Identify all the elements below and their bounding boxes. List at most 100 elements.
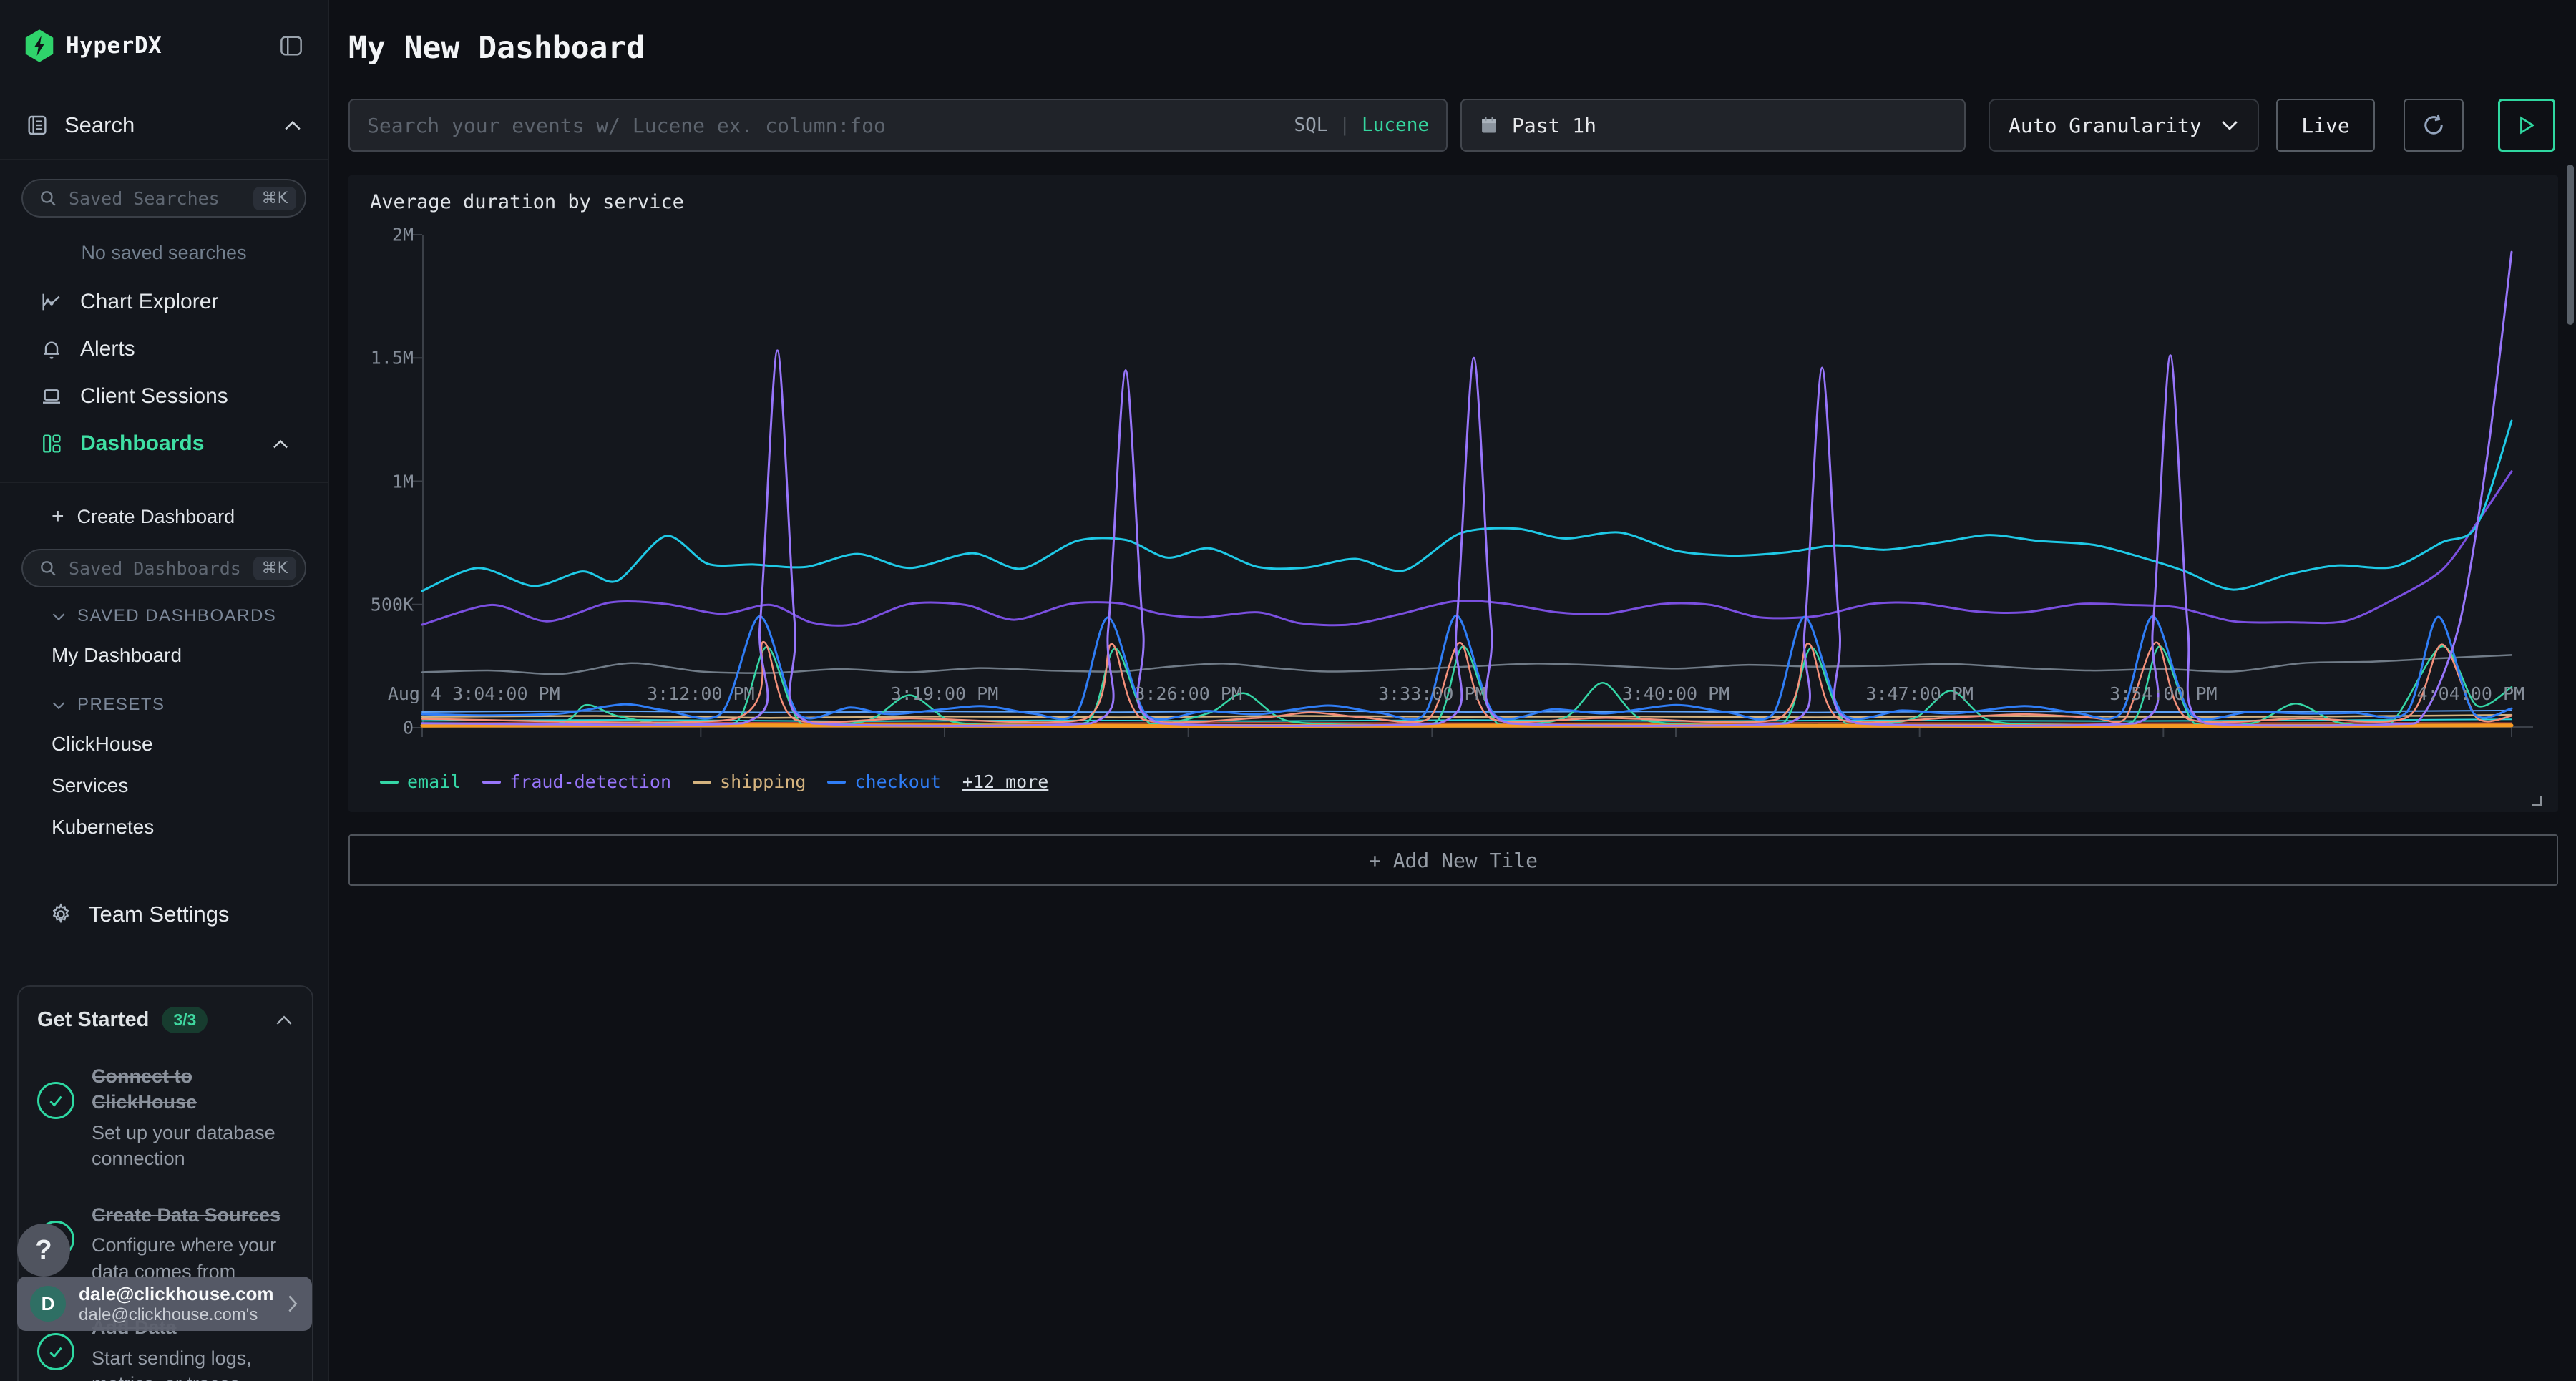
- chart-explorer-icon: [42, 293, 60, 311]
- team-settings-label: Team Settings: [89, 902, 230, 927]
- get-started-progress-badge: 3/3: [162, 1007, 208, 1033]
- no-saved-searches-text: No saved searches: [81, 242, 247, 263]
- series-email: [421, 645, 2513, 727]
- saved-dashboards-input[interactable]: [69, 557, 242, 579]
- sidebar-item-label: Alerts: [80, 337, 135, 361]
- gear-icon: [52, 903, 69, 924]
- chevron-down-icon: [52, 701, 65, 709]
- user-email: dale@clickhouse.com: [79, 1282, 274, 1304]
- sidebar-item-clickhouse[interactable]: ClickHouse: [52, 733, 153, 755]
- dashboards-icon: [43, 434, 61, 453]
- event-search-box[interactable]: SQL | Lucene: [348, 99, 1448, 152]
- granularity-select[interactable]: Auto Granularity: [1989, 99, 2259, 152]
- y-tick-label: 500K: [370, 594, 414, 615]
- chevron-up-icon: [273, 439, 288, 448]
- search-icon: [41, 561, 56, 576]
- sidebar-item-client-sessions[interactable]: Client Sessions: [21, 373, 306, 420]
- sidebar-divider: [0, 482, 328, 483]
- sidebar-item-dashboards[interactable]: Dashboards: [21, 420, 306, 467]
- chevron-up-icon[interactable]: [275, 1015, 293, 1025]
- bell-icon: [44, 341, 59, 359]
- sql-toggle[interactable]: SQL: [1294, 114, 1328, 136]
- get-started-title: Get Started: [37, 1008, 150, 1031]
- help-button[interactable]: ?: [17, 1224, 70, 1277]
- sidebar-item-services[interactable]: Services: [52, 774, 129, 796]
- x-tick-label: 3:54:00 PM: [2109, 683, 2218, 704]
- shortcut-badge: ⌘K: [253, 556, 296, 580]
- series-other-purple: [421, 470, 2513, 627]
- saved-searches-search[interactable]: ⌘K: [21, 179, 306, 218]
- x-tick-label: 3:40:00 PM: [1621, 683, 1730, 704]
- run-query-button[interactable]: [2498, 99, 2555, 152]
- legend-item-email[interactable]: email: [380, 771, 461, 792]
- presets-section-header[interactable]: PRESETS: [21, 676, 306, 723]
- legend-more-link[interactable]: +12 more: [962, 771, 1049, 792]
- legend-item-checkout[interactable]: checkout: [827, 771, 941, 792]
- logo-row: HyperDX: [0, 0, 328, 92]
- x-tick-label: 3:33:00 PM: [1378, 683, 1486, 704]
- get-started-item-add-data[interactable]: Add Data Start sending logs, metrics, or…: [37, 1314, 293, 1381]
- legend-item-shipping[interactable]: shipping: [693, 771, 806, 792]
- calendar-icon: [1482, 117, 1496, 133]
- legend-label: checkout: [854, 771, 941, 792]
- y-tick-label: 1.5M: [370, 347, 414, 369]
- sidebar-item-my-dashboard[interactable]: My Dashboard: [52, 644, 182, 666]
- saved-dashboards-section-header[interactable]: SAVED DASHBOARDS: [21, 587, 306, 635]
- legend-swatch: [827, 780, 847, 784]
- search-icon: [41, 191, 56, 206]
- chart-legend: email fraud-detection shipping checkout +12 …: [380, 771, 1048, 792]
- sidebar-collapse-button[interactable]: [279, 35, 303, 57]
- legend-swatch: [693, 780, 712, 784]
- time-range-value: Past 1h: [1512, 113, 1597, 137]
- legend-label: fraud-detection: [509, 771, 672, 792]
- refresh-button[interactable]: [2404, 99, 2464, 152]
- panel-collapse-icon: [280, 36, 302, 56]
- check-circle-icon: [37, 1333, 74, 1371]
- event-search-input[interactable]: [367, 113, 1294, 137]
- avatar: D: [30, 1286, 66, 1322]
- x-tick-label: 4:04:00 PM: [2416, 683, 2525, 704]
- chart-plot-area[interactable]: [412, 234, 2533, 737]
- series-other-salmon: [421, 640, 2513, 723]
- scrollbar-thumb[interactable]: [2567, 165, 2574, 325]
- sidebar: HyperDX Search ⌘K No saved searches Char…: [0, 0, 329, 1381]
- legend-label: email: [407, 771, 462, 792]
- page-title: My New Dashboard: [348, 30, 645, 66]
- live-button[interactable]: Live: [2276, 99, 2375, 152]
- sidebar-item-label: Chart Explorer: [80, 290, 219, 313]
- saved-searches-input[interactable]: [69, 187, 242, 209]
- create-dashboard-button[interactable]: + Create Dashboard: [21, 483, 306, 549]
- series-other-gray: [421, 654, 2513, 675]
- sidebar-item-label: Dashboards: [80, 431, 205, 455]
- series-other-lightblue: [421, 709, 2512, 713]
- saved-dashboards-search[interactable]: ⌘K: [21, 549, 306, 587]
- sidebar-item-team-settings[interactable]: Team Settings: [21, 889, 306, 940]
- get-started-item-sources[interactable]: Create Data Sources Configure where your…: [37, 1202, 293, 1284]
- tile-resize-handle[interactable]: [2532, 796, 2542, 806]
- section-label: PRESETS: [77, 695, 165, 714]
- sidebar-item-kubernetes[interactable]: Kubernetes: [52, 816, 155, 838]
- time-range-picker[interactable]: Past 1h: [1460, 99, 1966, 152]
- sidebar-item-chart-explorer[interactable]: Chart Explorer: [21, 278, 306, 326]
- lucene-toggle[interactable]: Lucene: [1362, 114, 1429, 136]
- sidebar-item-alerts[interactable]: Alerts: [21, 326, 306, 373]
- add-new-tile-button[interactable]: + Add New Tile: [348, 834, 2558, 886]
- create-dashboard-label: Create Dashboard: [77, 505, 235, 527]
- chevron-up-icon: [285, 120, 301, 130]
- get-started-item-title: Create Data Sources: [92, 1204, 281, 1226]
- y-tick-label: 2M: [391, 224, 414, 245]
- hyperdx-logo-icon: [25, 29, 54, 62]
- get-started-item-connect[interactable]: Connect to ClickHouse Set up your databa…: [37, 1063, 293, 1172]
- user-menu[interactable]: D dale@clickhouse.com dale@clickhouse.co…: [17, 1277, 312, 1331]
- get-started-item-desc: Set up your database connection: [92, 1121, 275, 1170]
- play-icon: [2520, 116, 2535, 135]
- chart-title: Average duration by service: [370, 191, 684, 213]
- sidebar-item-search[interactable]: Search: [0, 92, 328, 160]
- toggle-divider: |: [1339, 114, 1351, 136]
- y-tick-label: 0: [402, 717, 414, 738]
- series-other-teal-flat: [421, 718, 2512, 723]
- chevron-right-icon: [288, 1295, 298, 1312]
- legend-item-fraud-detection[interactable]: fraud-detection: [482, 771, 671, 792]
- chevron-down-icon: [52, 613, 65, 620]
- brand-name: HyperDX: [66, 33, 162, 59]
